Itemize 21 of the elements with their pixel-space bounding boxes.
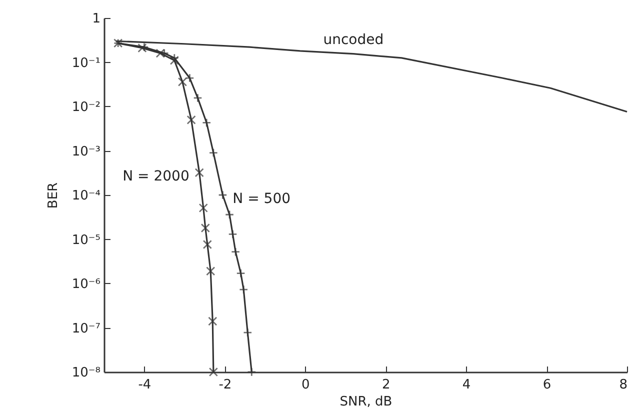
y-tick-label: 10⁻⁸ xyxy=(72,366,100,380)
x-tick-label: 8 xyxy=(619,378,628,392)
y-tick-label: 10⁻² xyxy=(72,100,100,115)
x-tick-label: -4 xyxy=(138,378,152,392)
y-tick-label: 10⁻³ xyxy=(72,144,100,160)
x-axis-title: SNR, dB xyxy=(340,394,392,410)
x-tick-label: 0 xyxy=(302,378,310,392)
x-tick-label: 6 xyxy=(542,378,552,392)
y-tick-label: 10⁻⁵ xyxy=(72,232,100,248)
y-tick-label: 10⁻¹ xyxy=(72,56,100,71)
series-label: N = 2000 xyxy=(122,168,190,185)
y-tick-label: 10⁻⁷ xyxy=(72,321,100,336)
x-tick-label: -2 xyxy=(218,378,232,392)
y-tick-label: 10⁻⁶ xyxy=(72,277,100,292)
y-tick-label: 10⁻⁴ xyxy=(72,188,100,204)
y-axis-title: BER xyxy=(46,182,61,209)
series-label: uncoded xyxy=(323,32,384,48)
y-tick-label: 1 xyxy=(92,12,100,26)
x-tick-label: 4 xyxy=(462,378,471,392)
x-tick-label: 2 xyxy=(382,378,390,392)
series-label: N = 500 xyxy=(232,191,291,207)
